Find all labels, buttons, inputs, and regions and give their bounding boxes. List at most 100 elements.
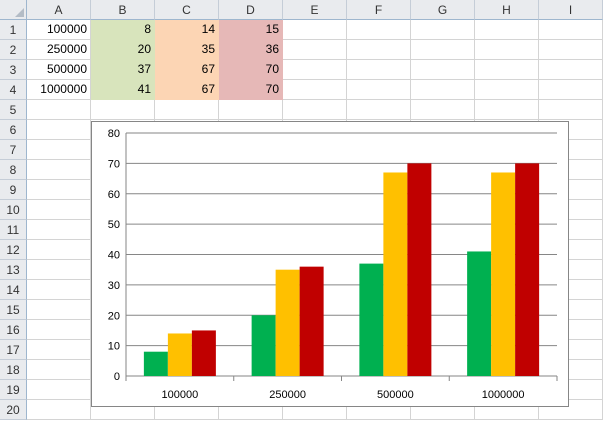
column-header-e[interactable]: E (283, 0, 347, 20)
select-all-button[interactable] (0, 0, 27, 20)
cell-g2[interactable] (411, 40, 475, 60)
cell-d3[interactable]: 70 (219, 60, 283, 80)
cell-a17[interactable] (27, 340, 91, 360)
cell-a14[interactable] (27, 280, 91, 300)
cell-f2[interactable] (347, 40, 411, 60)
cell-a5[interactable] (27, 100, 91, 120)
cell-a4[interactable]: 1000000 (27, 80, 91, 100)
cell-h5[interactable] (475, 100, 539, 120)
row-header-16[interactable]: 16 (0, 320, 27, 340)
cell-c4[interactable]: 67 (155, 80, 219, 100)
cell-f4[interactable] (347, 80, 411, 100)
cell-h2[interactable] (475, 40, 539, 60)
cell-g3[interactable] (411, 60, 475, 80)
cell-e5[interactable] (283, 100, 347, 120)
cell-a7[interactable] (27, 140, 91, 160)
row-header-4[interactable]: 4 (0, 80, 27, 100)
cell-e3[interactable] (283, 60, 347, 80)
column-header-f[interactable]: F (347, 0, 411, 20)
row-header-17[interactable]: 17 (0, 340, 27, 360)
cell-d4[interactable]: 70 (219, 80, 283, 100)
cell-a2[interactable]: 250000 (27, 40, 91, 60)
column-chart[interactable]: 0 10 20 30 40 50 60 70 80 100000 250000 500000 10000… (91, 121, 569, 407)
cell-c2[interactable]: 35 (155, 40, 219, 60)
row-header-2[interactable]: 2 (0, 40, 27, 60)
cell-b2[interactable]: 20 (91, 40, 155, 60)
bar-series2-250000 (275, 269, 300, 376)
row-header-15[interactable]: 15 (0, 300, 27, 320)
cell-i5[interactable] (539, 100, 603, 120)
cell-b3[interactable]: 37 (91, 60, 155, 80)
row-header-8[interactable]: 8 (0, 160, 27, 180)
row-header-14[interactable]: 14 (0, 280, 27, 300)
chart-plot: 0 10 20 30 40 50 60 70 80 100000 250000 500000 10000… (108, 128, 558, 401)
row-header-10[interactable]: 10 (0, 200, 27, 220)
cell-f1[interactable] (347, 20, 411, 40)
cell-a16[interactable] (27, 320, 91, 340)
cell-a18[interactable] (27, 360, 91, 380)
cell-h3[interactable] (475, 60, 539, 80)
cell-f3[interactable] (347, 60, 411, 80)
column-header-c[interactable]: C (155, 0, 219, 20)
row-header-13[interactable]: 13 (0, 260, 27, 280)
cell-f20[interactable] (347, 400, 411, 420)
cell-h1[interactable] (475, 20, 539, 40)
cell-i4[interactable] (539, 80, 603, 100)
cell-b20[interactable] (91, 400, 155, 420)
column-header-h[interactable]: H (475, 0, 539, 20)
cell-c1[interactable]: 14 (155, 20, 219, 40)
cell-a1[interactable]: 100000 (27, 20, 91, 40)
row-header-6[interactable]: 6 (0, 120, 27, 140)
cell-a8[interactable] (27, 160, 91, 180)
cell-a15[interactable] (27, 300, 91, 320)
cell-e4[interactable] (283, 80, 347, 100)
cell-h20[interactable] (475, 400, 539, 420)
row-header-19[interactable]: 19 (0, 380, 27, 400)
column-header-d[interactable]: D (219, 0, 283, 20)
row-header-9[interactable]: 9 (0, 180, 27, 200)
row-header-7[interactable]: 7 (0, 140, 27, 160)
cell-d1[interactable]: 15 (219, 20, 283, 40)
cell-b5[interactable] (91, 100, 155, 120)
cell-g1[interactable] (411, 20, 475, 40)
cell-d2[interactable]: 36 (219, 40, 283, 60)
cell-e1[interactable] (283, 20, 347, 40)
cell-b1[interactable]: 8 (91, 20, 155, 40)
cell-d20[interactable] (219, 400, 283, 420)
row-header-18[interactable]: 18 (0, 360, 27, 380)
column-header-a[interactable]: A (27, 0, 91, 20)
cell-f5[interactable] (347, 100, 411, 120)
cell-a13[interactable] (27, 260, 91, 280)
column-header-i[interactable]: I (539, 0, 603, 20)
cell-i3[interactable] (539, 60, 603, 80)
cell-a19[interactable] (27, 380, 91, 400)
cell-a20[interactable] (27, 400, 91, 420)
cell-e2[interactable] (283, 40, 347, 60)
cell-i2[interactable] (539, 40, 603, 60)
column-header-g[interactable]: G (411, 0, 475, 20)
cell-a3[interactable]: 500000 (27, 60, 91, 80)
cell-a10[interactable] (27, 200, 91, 220)
row-header-5[interactable]: 5 (0, 100, 27, 120)
cell-d5[interactable] (219, 100, 283, 120)
cell-g4[interactable] (411, 80, 475, 100)
cell-c20[interactable] (155, 400, 219, 420)
cell-g5[interactable] (411, 100, 475, 120)
row-header-1[interactable]: 1 (0, 20, 27, 40)
cell-e20[interactable] (283, 400, 347, 420)
cell-i1[interactable] (539, 20, 603, 40)
cell-b4[interactable]: 41 (91, 80, 155, 100)
cell-c5[interactable] (155, 100, 219, 120)
cell-h4[interactable] (475, 80, 539, 100)
column-header-b[interactable]: B (91, 0, 155, 20)
cell-a6[interactable] (27, 120, 91, 140)
row-header-20[interactable]: 20 (0, 400, 27, 420)
cell-a12[interactable] (27, 240, 91, 260)
row-header-11[interactable]: 11 (0, 220, 27, 240)
cell-g20[interactable] (411, 400, 475, 420)
cell-a9[interactable] (27, 180, 91, 200)
row-header-3[interactable]: 3 (0, 60, 27, 80)
row-header-12[interactable]: 12 (0, 240, 27, 260)
cell-c3[interactable]: 67 (155, 60, 219, 80)
cell-a11[interactable] (27, 220, 91, 240)
